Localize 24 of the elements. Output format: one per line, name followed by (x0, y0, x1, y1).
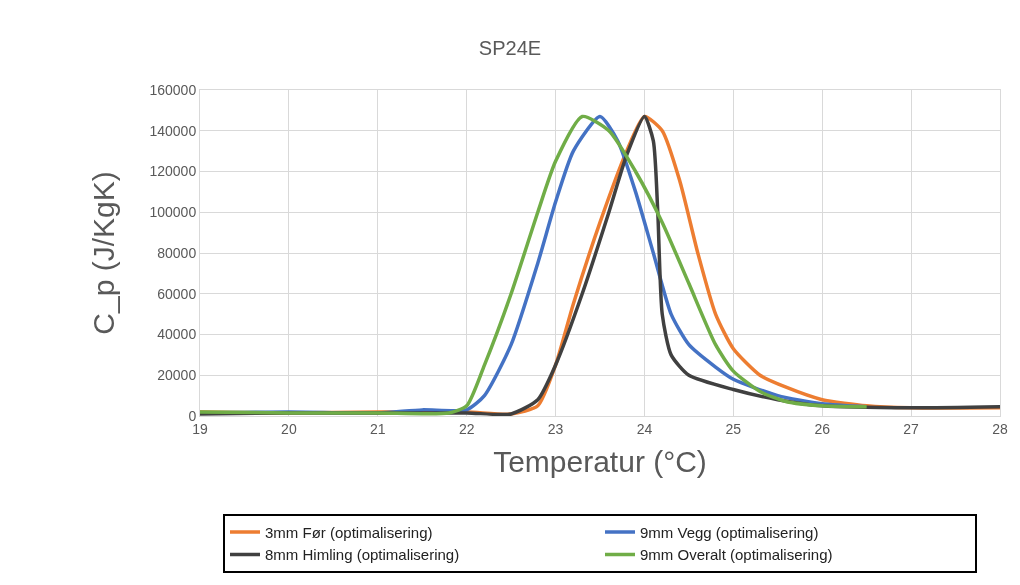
y-tick-label: 60000 (157, 285, 197, 302)
x-tick-label: 24 (636, 420, 653, 437)
x-tick-label: 25 (725, 420, 742, 437)
x-tick-label: 23 (547, 420, 564, 437)
chart-title: SP24E (478, 36, 542, 59)
x-tick-label: 22 (458, 420, 475, 437)
y-tick-label: 80000 (157, 244, 197, 261)
y-tick-label: 160000 (149, 81, 197, 98)
x-tick-label: 21 (369, 420, 386, 437)
x-tick-label: 26 (814, 420, 831, 437)
legend-label: 8mm Himling (optimalisering) (265, 546, 460, 564)
x-tick-label: 20 (281, 420, 297, 437)
legend-label: 9mm Overalt (optimalisering) (640, 546, 833, 564)
y-tick-label: 20000 (157, 367, 197, 384)
x-tick-label: 28 (992, 420, 1008, 437)
legend-label: 3mm Før (optimalisering) (265, 523, 433, 541)
legend-label: 9mm Vegg (optimalisering) (640, 523, 819, 541)
y-tick-label: 140000 (149, 122, 197, 139)
y-tick-label: 100000 (149, 204, 197, 221)
y-axis-title: C_p (J/KgK) (87, 171, 121, 335)
x-axis-title: Temperatur (°C) (493, 445, 707, 479)
x-tick-label: 27 (903, 420, 920, 437)
y-tick-label: 40000 (157, 326, 197, 343)
y-tick-label: 120000 (149, 163, 197, 180)
